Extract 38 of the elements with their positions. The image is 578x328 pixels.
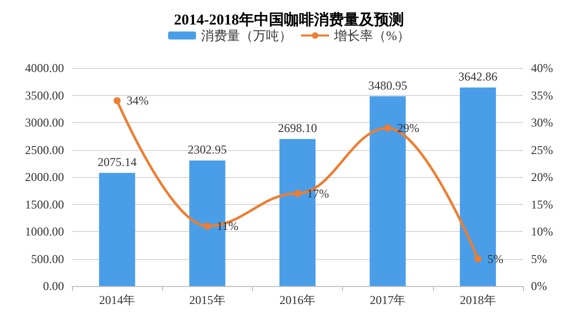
point [474,255,482,262]
x-tick-label: 2017年 [370,293,406,307]
y-tick-label: 2000.00 [25,170,64,184]
data-label: 2698.10 [278,120,317,135]
y-tick-label: 3500.00 [25,88,64,102]
chart-title: 2014-2018年中国咖啡消费量及预测 [174,12,404,28]
data-label: 3642.86 [458,69,498,84]
y2-tick-label: 40% [531,61,553,75]
x-tick-label: 2016年 [280,293,316,307]
point [114,97,121,104]
y-tick-label: 0.00 [43,279,64,293]
y2-tick-label: 10% [531,224,553,238]
x-tick-label: 2018年 [460,293,496,307]
y2-tick-label: 5% [531,252,547,266]
y-tick-label: 1000.00 [25,224,64,238]
y2-tick-label: 35% [531,88,553,102]
y-tick-label: 3000.00 [25,116,64,130]
data-label: 2302.95 [188,142,227,156]
y2-tick-label: 25% [531,142,553,157]
y2-tick-label: 0% [531,279,547,293]
bar [99,172,136,286]
legend-label: 增长率（%） [333,28,410,43]
y2-tick-label: 20% [531,170,553,184]
y-tick-label: 500.00 [31,252,64,266]
y2-tick-label: 15% [531,197,553,212]
x-tick-label: 2014年 [99,293,136,307]
legend-label: 消费量（万吨） [201,28,292,43]
point [384,124,392,132]
y-tick-label: 2500.00 [25,142,64,157]
y-tick-label: 4000.00 [25,61,64,75]
point [204,222,211,230]
data-label: 34% [126,94,149,108]
y2-tick-label: 30% [531,116,553,130]
data-label: 3480.95 [368,78,408,92]
y-tick-label: 1500.00 [25,197,64,212]
x-tick-label: 2015年 [189,293,226,307]
point [294,190,301,197]
data-label: 2075.14 [98,154,137,169]
